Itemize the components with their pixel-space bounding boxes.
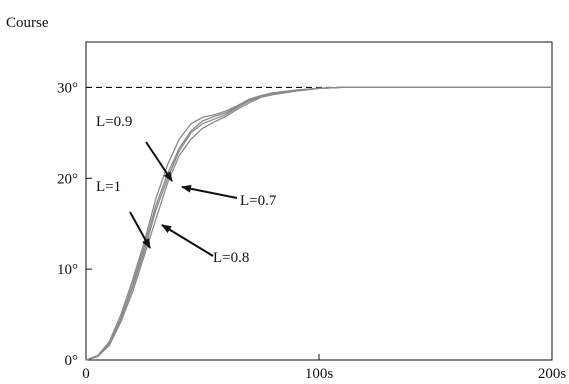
annotation-arrow — [145, 141, 173, 182]
series-curves — [85, 86, 552, 361]
annotation-label: L=0.9 — [96, 114, 132, 130]
x-tick-label: 0 — [82, 366, 90, 382]
y-tick-label: 10° — [57, 262, 78, 278]
annotation-label: L=0.8 — [213, 250, 249, 266]
annotation-label: L=1 — [96, 179, 121, 195]
annotation-label: L=0.7 — [240, 193, 277, 209]
x-tick-label: 100s — [305, 366, 334, 382]
y-tick-label: 30° — [57, 80, 78, 96]
annotation-arrow — [129, 211, 151, 249]
x-tick-label: 200s — [538, 366, 567, 382]
y-tick-label: 0° — [65, 353, 79, 369]
annotation-arrow — [161, 224, 214, 257]
series-annotations: L=0.9 L=1 L=0.7 L=0.8 — [96, 114, 277, 266]
series-line-L-1 — [85, 86, 552, 361]
plot-frame — [85, 41, 553, 361]
annotation-arrow — [181, 184, 238, 199]
series-line-L-0-7 — [85, 86, 552, 361]
x-ticks: 0 100s 200s — [82, 354, 566, 382]
y-tick-label: 20° — [57, 171, 78, 187]
y-ticks: 0° 10° 20° 30° — [57, 80, 92, 369]
series-line-L-0-8 — [85, 86, 552, 361]
y-axis-label: Course — [6, 15, 49, 31]
series-line-L-0-9 — [85, 86, 552, 361]
